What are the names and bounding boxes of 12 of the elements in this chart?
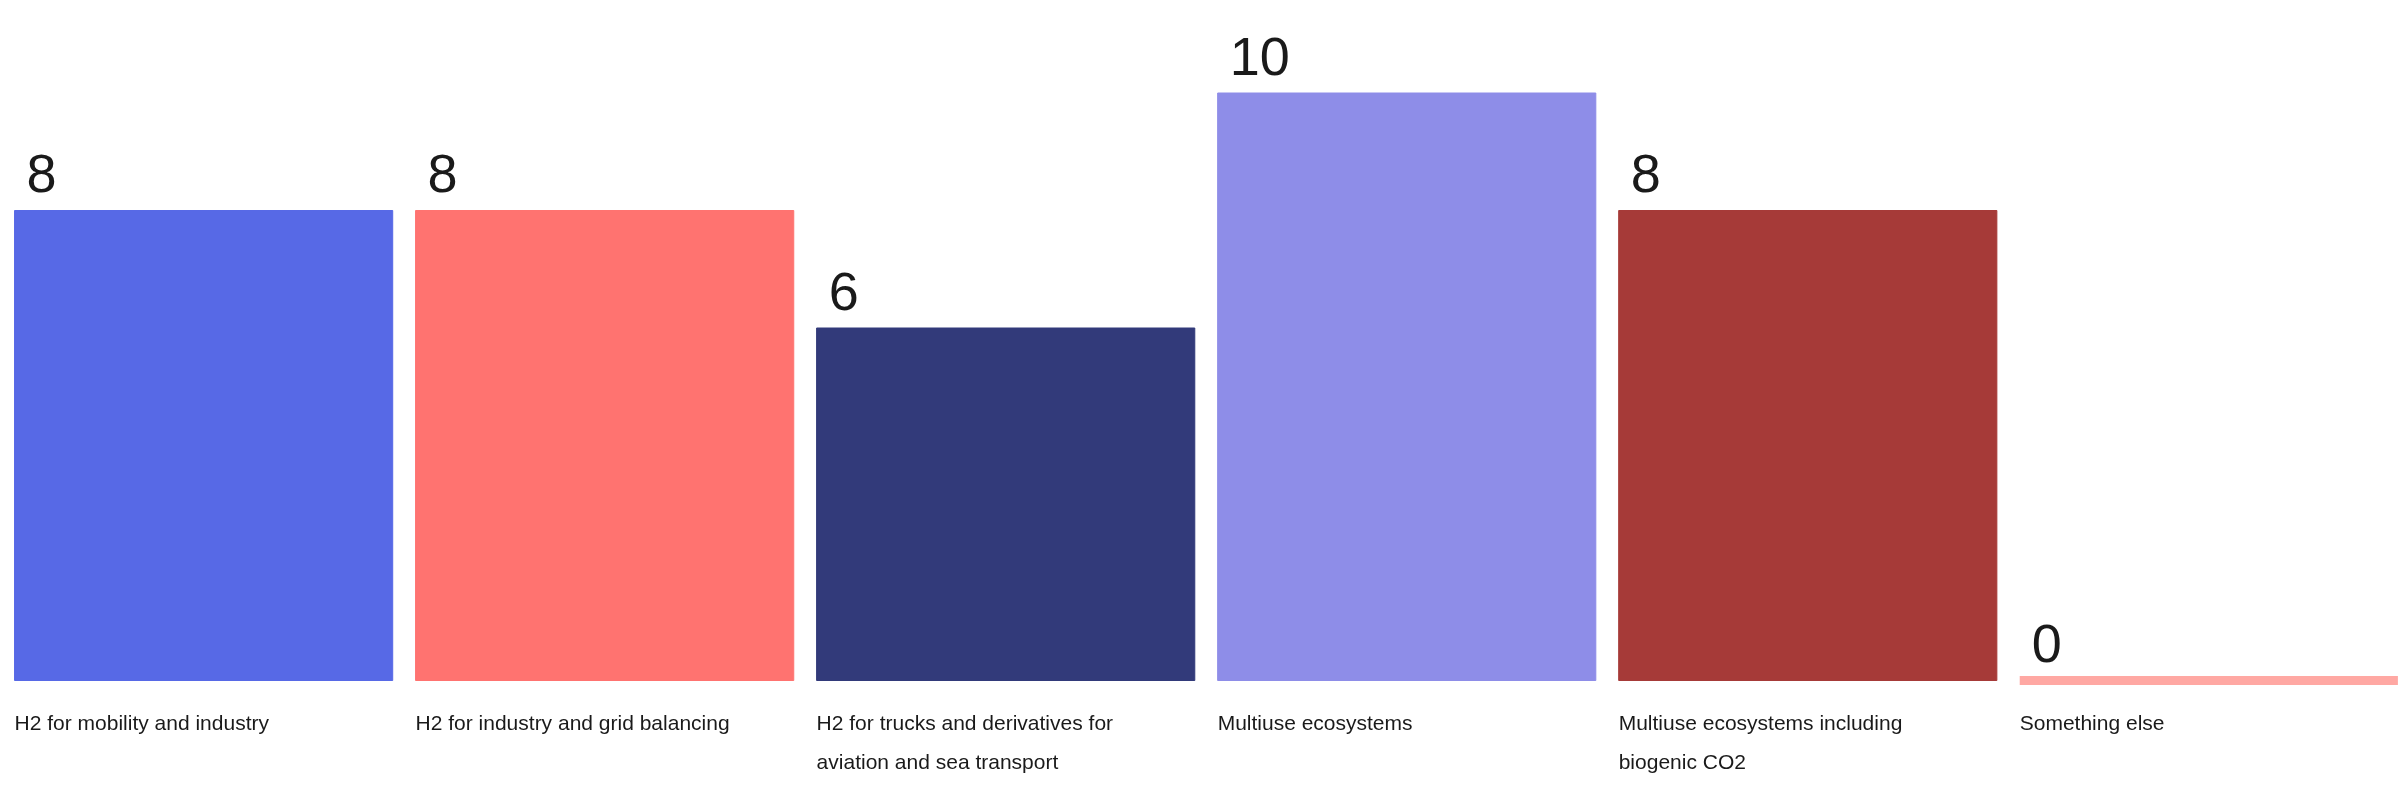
x-tick-label: Something else	[2019, 710, 2165, 734]
data-label: 8	[1630, 143, 1661, 203]
data-label: 10	[1229, 25, 1290, 86]
data-label: 8	[427, 143, 458, 203]
x-tick-label: Multiuse ecosystems including biogenic CO2	[1618, 710, 1903, 773]
data-label: 6	[828, 260, 859, 321]
data-label: 0	[2031, 613, 2062, 673]
x-tick-label: Multiuse ecosystems	[1217, 710, 1413, 734]
x-tick-label: H2 for industry and grid balancing	[415, 710, 730, 734]
data-label: 8	[26, 143, 57, 203]
x-tick-label: H2 for mobility and industry	[14, 710, 270, 734]
x-tick-label: H2 for trucks and derivatives for aviation and sea transport	[816, 710, 1114, 773]
